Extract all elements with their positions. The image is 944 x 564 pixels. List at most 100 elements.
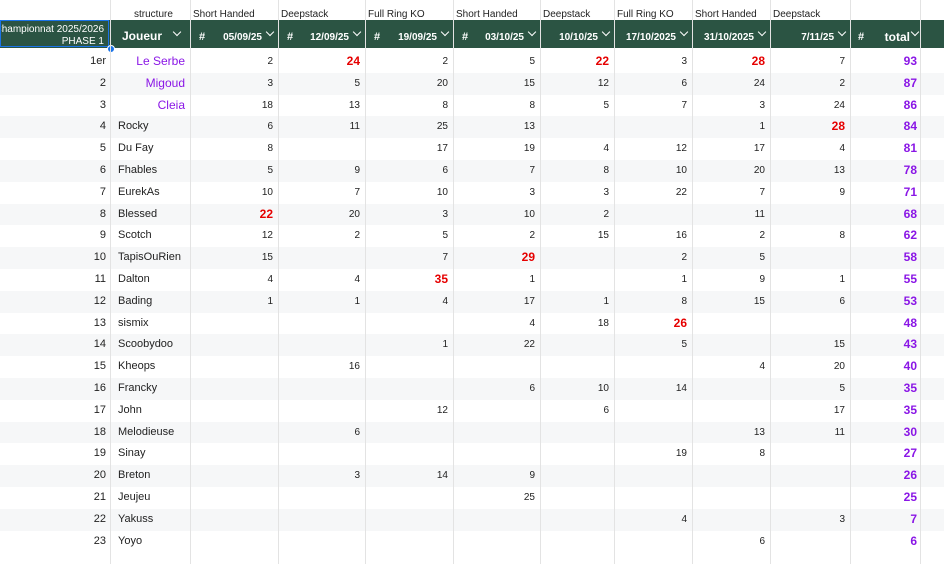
total: 48 xyxy=(903,315,917,330)
points: 2 xyxy=(681,252,687,264)
total: 58 xyxy=(903,250,917,265)
points: 6 xyxy=(267,121,273,133)
total: 35 xyxy=(903,380,917,395)
points: 5 xyxy=(839,382,845,394)
total-header: total xyxy=(884,30,910,44)
points: 1 xyxy=(354,295,360,307)
total: 93 xyxy=(903,53,917,68)
total: 26 xyxy=(903,468,917,483)
points: 15 xyxy=(833,339,845,351)
player-name: Yoyo xyxy=(118,534,143,547)
total: 53 xyxy=(903,293,917,308)
date-header: 12/09/25 xyxy=(310,32,349,43)
rank: 14 xyxy=(93,338,106,351)
points: 4 xyxy=(354,273,360,285)
points: 1 xyxy=(681,273,687,285)
points: 15 xyxy=(261,252,273,264)
player-name: Le Serbe xyxy=(136,53,185,68)
title: Championnat 2025/2026 xyxy=(0,24,104,35)
points: 16 xyxy=(348,361,360,373)
player-name: Bading xyxy=(118,294,153,307)
grid-line xyxy=(110,0,111,564)
player-name: Cleia xyxy=(157,97,185,112)
points: 11 xyxy=(834,426,845,438)
header-row xyxy=(0,20,944,48)
player-name: Yakuss xyxy=(118,512,154,525)
points: 7 xyxy=(442,252,448,264)
grid-line xyxy=(770,0,771,564)
total: 40 xyxy=(903,359,917,374)
grid-line xyxy=(692,0,693,564)
points: 7 xyxy=(354,186,360,198)
points: 20 xyxy=(833,361,845,373)
points: 9 xyxy=(759,273,765,285)
points: 5 xyxy=(354,77,360,89)
points: 13 xyxy=(348,99,360,111)
points: 15 xyxy=(597,230,609,242)
rank: 19 xyxy=(93,447,106,460)
date-header: 19/09/25 xyxy=(398,32,437,43)
points: 9 xyxy=(529,470,535,482)
points: 11 xyxy=(754,208,765,220)
structure-label: structure xyxy=(134,9,173,20)
row-stripe xyxy=(0,116,944,139)
points: 4 xyxy=(267,273,273,285)
points: 16 xyxy=(675,230,687,242)
points: 17 xyxy=(436,143,448,155)
points: 6 xyxy=(442,164,448,176)
points: 22 xyxy=(595,53,609,68)
points: 10 xyxy=(436,186,448,198)
selection-handle[interactable] xyxy=(107,45,115,53)
hash-header: # xyxy=(858,31,865,43)
player-name: EurekAs xyxy=(118,185,160,198)
player-name: Sinay xyxy=(118,447,146,460)
points: 2 xyxy=(267,55,273,67)
points: 3 xyxy=(442,208,448,220)
points: 7 xyxy=(529,164,535,176)
rank: 3 xyxy=(99,98,106,111)
points: 6 xyxy=(759,535,765,547)
rank: 23 xyxy=(93,534,106,547)
selected-cell[interactable]: Championnat 2025/2026 PHASE 1 xyxy=(0,20,109,47)
points: 10 xyxy=(597,382,609,394)
rank: 18 xyxy=(93,425,106,438)
total: 87 xyxy=(903,75,917,90)
points: 24 xyxy=(753,77,765,89)
points: 1 xyxy=(267,295,273,307)
row-stripe xyxy=(0,465,944,487)
structure-type: Short Handed xyxy=(193,9,255,20)
points: 14 xyxy=(675,382,687,394)
points: 4 xyxy=(603,143,609,155)
points: 22 xyxy=(675,186,687,198)
total: 43 xyxy=(903,337,917,352)
total: 81 xyxy=(903,141,917,156)
rank: 4 xyxy=(99,120,106,133)
points: 5 xyxy=(759,252,765,264)
structure-type: Deepstack xyxy=(543,9,591,20)
rank: 1er xyxy=(90,54,106,67)
player-name: Breton xyxy=(118,469,151,482)
player-name: Dalton xyxy=(118,272,150,285)
player-name: Jeujeu xyxy=(118,490,151,503)
points: 7 xyxy=(759,186,765,198)
points: 15 xyxy=(523,77,535,89)
points: 4 xyxy=(759,361,765,373)
points: 25 xyxy=(436,121,448,133)
hash-header: # xyxy=(199,31,206,43)
points: 3 xyxy=(839,513,845,525)
points: 25 xyxy=(523,491,535,503)
points: 20 xyxy=(348,208,360,220)
grid-line xyxy=(920,0,921,564)
points: 12 xyxy=(261,230,273,242)
rank: 15 xyxy=(93,360,106,373)
points: 8 xyxy=(839,230,845,242)
points: 1 xyxy=(529,273,535,285)
rank: 16 xyxy=(93,381,106,394)
grid-line xyxy=(278,0,279,564)
points: 20 xyxy=(753,164,765,176)
hash-header: # xyxy=(462,31,469,43)
date-header: 03/10/25 xyxy=(485,32,524,43)
points: 5 xyxy=(681,339,687,351)
player-name: TapisOuRien xyxy=(118,251,181,264)
